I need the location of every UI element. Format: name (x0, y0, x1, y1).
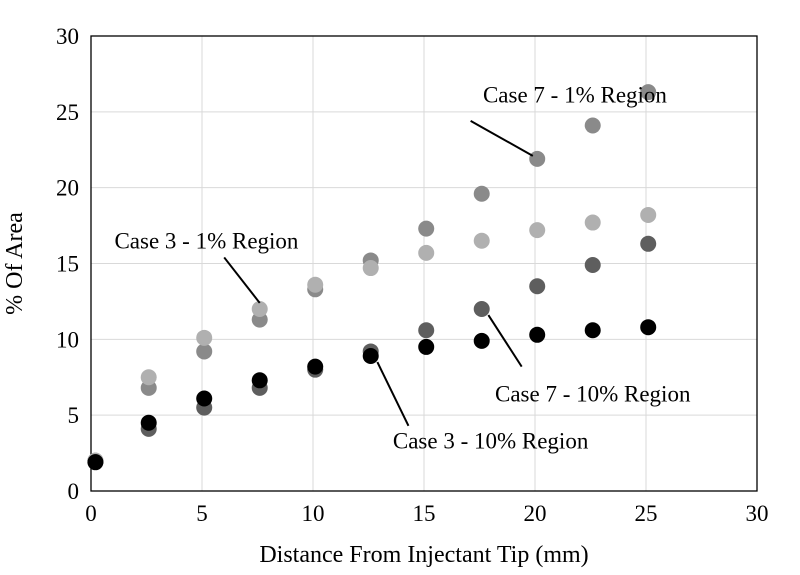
y-axis-tick-labels: 0 5 10 15 20 25 30 (56, 24, 79, 504)
data-point (640, 206, 657, 223)
x-axis-title: Distance From Injectant Tip (mm) (259, 542, 588, 568)
x-tick-label: 25 (635, 501, 658, 526)
data-point (584, 322, 601, 339)
x-tick-label: 20 (524, 501, 547, 526)
x-tick-label: 10 (302, 501, 325, 526)
data-point (473, 185, 490, 202)
data-point (87, 454, 104, 471)
annotations: Case 7 - 1% Region Case 3 - 1% Region Case… (114, 83, 690, 454)
y-tick-label: 15 (56, 252, 79, 277)
data-point (196, 390, 213, 407)
data-point (584, 257, 601, 274)
x-tick-label: 0 (85, 501, 97, 526)
plot-area-border (90, 35, 758, 492)
annotation-leader-line (487, 314, 523, 368)
y-tick-label: 0 (68, 479, 80, 504)
data-point (584, 214, 601, 231)
annotation-label: Case 3 - 1% Region (114, 228, 298, 253)
data-point (418, 244, 435, 261)
data-point (584, 117, 601, 134)
annotation-leader-line (223, 256, 261, 304)
series-1 (87, 84, 657, 469)
y-tick-label: 5 (68, 403, 80, 428)
data-point (640, 319, 657, 336)
data-point (418, 220, 435, 237)
y-tick-label: 20 (56, 176, 79, 201)
annotation-label: Case 7 - 10% Region (495, 382, 691, 407)
x-tick-label: 30 (746, 501, 769, 526)
data-point (140, 369, 157, 386)
y-tick-label: 25 (56, 100, 79, 125)
data-point (307, 358, 324, 375)
x-axis-tick-labels: 0 5 10 15 20 25 30 (85, 501, 768, 526)
data-point (251, 301, 268, 317)
data-point (251, 372, 268, 389)
data-point (362, 260, 379, 277)
data-point (307, 276, 324, 293)
x-tick-label: 5 (196, 501, 208, 526)
data-point (140, 414, 157, 431)
data-point (473, 332, 490, 349)
data-point (640, 84, 657, 101)
data-point (362, 348, 379, 365)
series-4 (87, 319, 657, 471)
data-point (418, 338, 435, 355)
data-point (640, 235, 657, 252)
x-tick-label: 15 (413, 501, 436, 526)
annotation-label: Case 3 - 10% Region (393, 429, 589, 454)
annotation-leader-line (470, 120, 534, 157)
y-tick-label: 10 (56, 327, 79, 352)
data-point (529, 150, 546, 167)
data-point (473, 301, 490, 317)
data-point (196, 329, 213, 346)
annotation-label: Case 7 - 1% Region (483, 83, 667, 108)
annotation-leader-line (376, 361, 410, 427)
data-point (529, 222, 546, 239)
data-point (418, 322, 435, 339)
data-series (87, 84, 657, 471)
data-point (529, 278, 546, 295)
data-point (473, 232, 490, 249)
y-tick-label: 30 (56, 24, 79, 49)
data-point (529, 326, 546, 343)
y-axis-title: % Of Area (2, 212, 28, 315)
data-point (196, 343, 213, 360)
